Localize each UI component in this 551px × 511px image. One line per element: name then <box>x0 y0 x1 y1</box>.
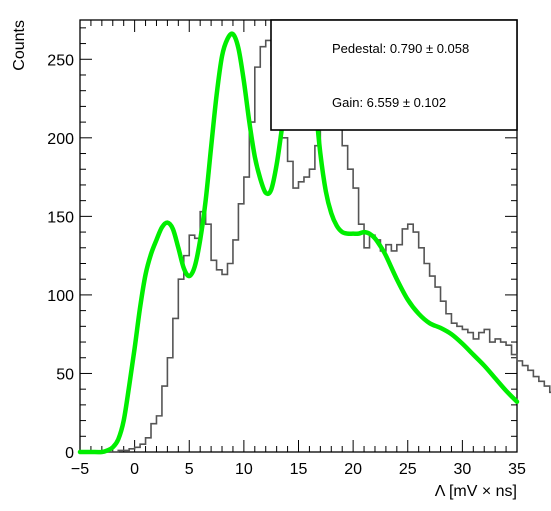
y-axis: 0 50 100 150 200 250 <box>47 27 517 462</box>
x-tick-label: 20 <box>344 461 362 478</box>
x-tick-label: 30 <box>453 461 471 478</box>
stats-box-frame <box>270 19 518 131</box>
x-tick-label: −5 <box>71 461 89 478</box>
x-tick-label: 10 <box>235 461 253 478</box>
fit-series <box>77 31 520 455</box>
fit-layer <box>77 31 520 455</box>
x-axis-title: Λ [mV × ns] <box>435 483 517 500</box>
x-tick-label: 35 <box>508 461 526 478</box>
x-tick-label: 0 <box>130 461 139 478</box>
y-tick-label: 250 <box>47 52 74 69</box>
y-tick-label: 0 <box>65 445 74 462</box>
stats-box: Pedestal: 0.790 ± 0.058 Gain: 6.559 ± 0.… <box>270 19 518 131</box>
y-tick-label: 100 <box>47 288 74 305</box>
stats-pedestal: Pedestal: 0.790 ± 0.058 <box>332 41 469 56</box>
x-tick-label: 5 <box>185 461 194 478</box>
y-tick-label: 200 <box>47 131 74 148</box>
y-axis-title: Counts <box>11 20 28 71</box>
y-tick-label: 50 <box>56 366 74 383</box>
y-tick-label: 150 <box>47 209 74 226</box>
x-tick-label: 15 <box>290 461 308 478</box>
stats-gain: Gain: 6.559 ± 0.102 <box>332 95 446 110</box>
x-tick-label: 25 <box>399 461 417 478</box>
